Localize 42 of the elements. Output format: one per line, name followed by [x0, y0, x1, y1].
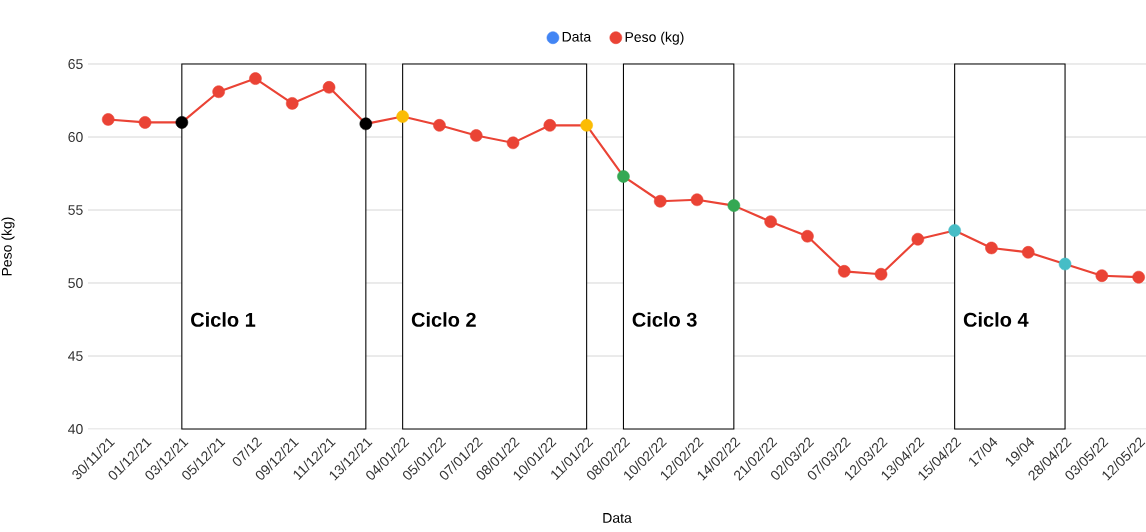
point [764, 215, 777, 228]
point [469, 129, 483, 142]
legend-label: Data [562, 31, 592, 42]
y-axis-title: Peso (kg) [1, 217, 15, 276]
y-tick-label: 65 [68, 59, 83, 69]
point [690, 193, 704, 207]
point [948, 224, 961, 237]
point [175, 116, 189, 129]
point [653, 194, 667, 208]
band-label: Ciclo 2 [411, 312, 476, 327]
y-tick-label: 40 [68, 424, 83, 434]
point [801, 230, 814, 243]
point [985, 241, 998, 255]
point [911, 232, 925, 246]
point [837, 265, 851, 278]
point [727, 199, 741, 212]
point [212, 85, 225, 99]
point [1058, 257, 1072, 271]
point [874, 267, 888, 281]
y-tick-label: 55 [68, 205, 83, 215]
y-tick-label: 60 [68, 132, 83, 142]
y-tick-label: 45 [68, 351, 83, 361]
legend-label: Peso (kg) [625, 31, 684, 45]
x-axis-title: Data [603, 513, 632, 523]
point [359, 117, 373, 131]
point [138, 116, 152, 129]
point [1021, 246, 1035, 259]
point [249, 72, 262, 85]
point [1095, 269, 1109, 282]
point [543, 119, 557, 132]
point [580, 119, 593, 132]
point [101, 113, 115, 126]
point [433, 119, 446, 132]
point [322, 81, 336, 94]
band-label: Ciclo 1 [191, 312, 256, 327]
band-label: Ciclo 3 [632, 312, 697, 327]
point [506, 136, 520, 150]
band-label: Ciclo 4 [963, 312, 1029, 327]
y-tick-label: 50 [68, 278, 83, 288]
point [617, 170, 630, 183]
point [285, 97, 299, 110]
point [396, 110, 409, 123]
